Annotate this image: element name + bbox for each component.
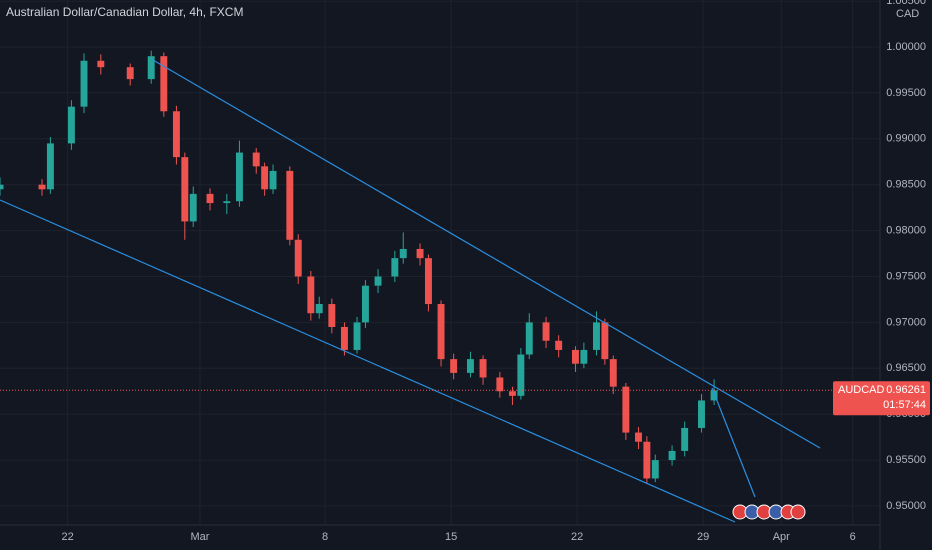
candle-body: [286, 170, 294, 240]
trend-line: [0, 199, 736, 523]
candle-body: [0, 184, 4, 190]
candle-body: [223, 201, 231, 204]
candle-body: [601, 322, 609, 360]
candle-body: [235, 152, 243, 202]
y-tick-label: 0.97500: [886, 270, 926, 282]
candle-body: [315, 304, 323, 314]
candles: [0, 50, 718, 484]
last-price-box: [833, 381, 930, 416]
candle-body: [361, 285, 369, 323]
y-tick-label: 1.00000: [886, 41, 926, 53]
y-tick-label: 0.95500: [886, 454, 926, 466]
currency: CAD: [896, 8, 919, 20]
last-price-label: 0.96261: [886, 384, 926, 396]
candle-body: [555, 340, 563, 350]
candle-body: [353, 322, 361, 350]
event-icons: [732, 504, 806, 520]
event-icon[interactable]: [790, 504, 806, 520]
x-tick-label: 22: [571, 531, 583, 543]
candle-body: [643, 441, 651, 479]
candle-body: [181, 157, 189, 222]
x-tick-label: 22: [62, 531, 74, 543]
candle-body: [517, 354, 525, 396]
candle-body: [307, 276, 315, 314]
currency-box: [888, 6, 918, 22]
y-tick-label: 0.96500: [886, 362, 926, 374]
drawings: [0, 59, 821, 523]
candle-body: [261, 166, 269, 190]
x-tick-label: Apr: [773, 531, 790, 543]
candle-body: [635, 432, 642, 442]
x-tick-label: Mar: [190, 531, 209, 543]
candle-body: [416, 248, 424, 259]
y-tick-label: 0.99500: [886, 87, 926, 99]
candle-body: [328, 304, 336, 327]
candle-body: [580, 349, 588, 364]
candle-body: [252, 152, 260, 167]
candle-body: [710, 390, 718, 401]
chart-title: Australian Dollar/Canadian Dollar, 4h, F…: [6, 5, 243, 19]
projection-line: [711, 387, 756, 498]
candle-body: [340, 326, 348, 350]
y-tick-label: 0.97000: [886, 316, 926, 328]
candle-body: [126, 67, 134, 80]
candle-body: [508, 391, 516, 396]
candle-body: [391, 258, 399, 277]
countdown: 01:57:44: [883, 399, 926, 411]
candle-body: [67, 106, 75, 144]
candle-body: [479, 359, 487, 378]
candle-body: [698, 400, 705, 428]
axes: 0.950000.955000.960000.965000.970000.975…: [62, 0, 926, 543]
candle-body: [593, 322, 600, 350]
trend-line: [152, 59, 821, 449]
x-tick-label: 6: [850, 531, 856, 543]
candle-body: [622, 386, 630, 433]
candle-body: [46, 143, 54, 190]
candle-body: [38, 184, 46, 190]
y-tick-label: 1.00500: [886, 0, 926, 7]
symbol-label: AUDCAD: [838, 384, 885, 396]
candle-body: [80, 60, 88, 107]
candle-body: [542, 322, 550, 341]
x-tick-label: 15: [445, 531, 457, 543]
candle-body: [525, 322, 533, 355]
candle-body: [572, 349, 579, 364]
candle-body: [681, 427, 689, 451]
candle-body: [269, 170, 277, 190]
candle-body: [189, 193, 197, 222]
candle-body: [609, 359, 617, 387]
candle-body: [374, 276, 382, 286]
x-tick-label: 8: [322, 531, 328, 543]
y-tick-label: 0.99000: [886, 133, 926, 145]
candle-body: [172, 111, 180, 158]
y-tick-label: 0.95000: [886, 500, 926, 512]
candle-body: [496, 377, 504, 392]
candle-body: [651, 460, 659, 479]
candle-body: [160, 56, 168, 112]
y-tick-label: 0.98500: [886, 179, 926, 191]
candle-body: [668, 450, 676, 461]
candle-body: [450, 359, 458, 373]
candle-body: [466, 359, 474, 373]
candle-body: [206, 193, 214, 204]
candle-body: [147, 56, 155, 80]
candle-body: [424, 258, 432, 305]
candle-body: [399, 248, 407, 259]
candle-body: [294, 239, 302, 277]
y-tick-label: 0.98000: [886, 225, 926, 237]
x-tick-label: 29: [697, 531, 709, 543]
candle-body: [437, 304, 445, 360]
candle-body: [97, 60, 105, 68]
